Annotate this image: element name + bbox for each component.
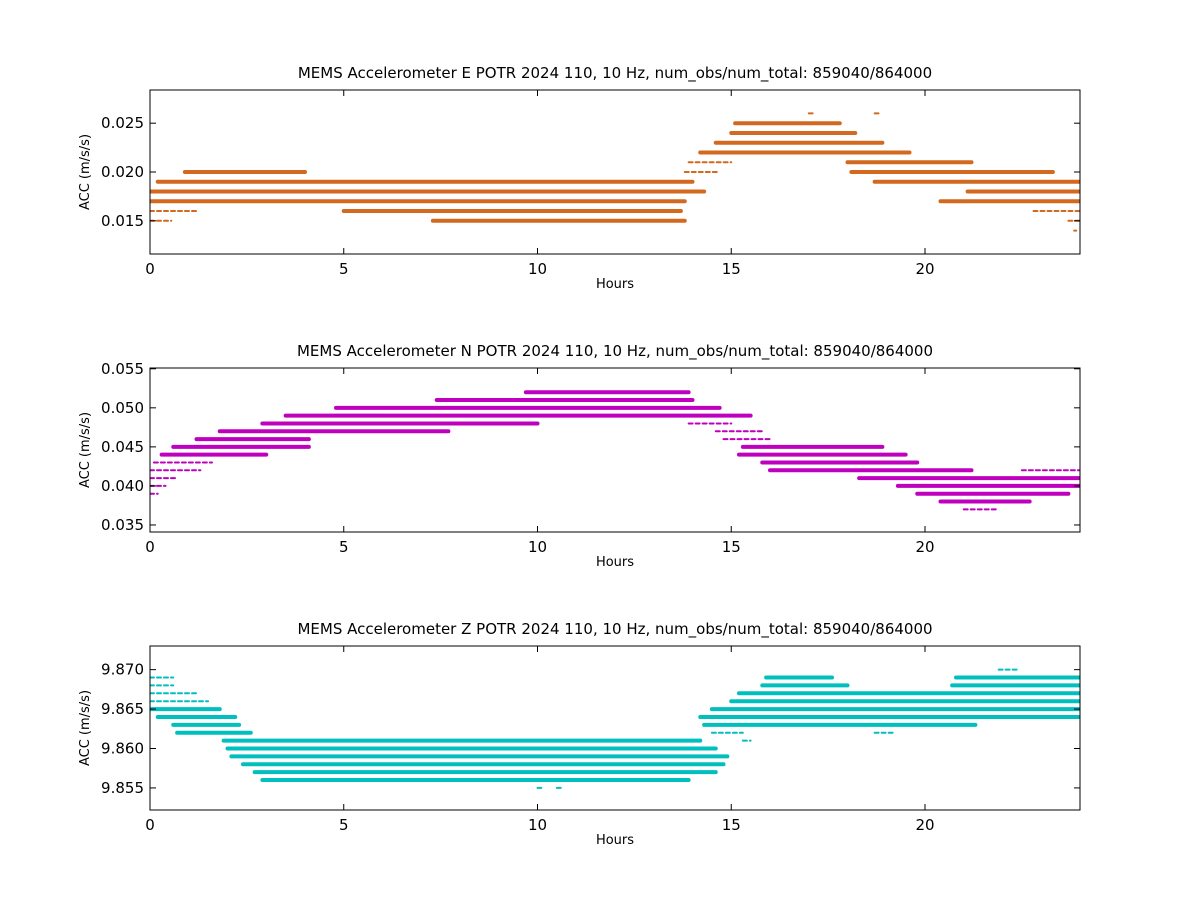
x-tick-label: 10 [528,816,547,834]
y-tick-label: 0.015 [101,212,144,230]
x-tick-label: 5 [339,816,349,834]
subplot-3: 0 5 10 15 20 9.855 9.860 9.865 9.870 MEMS Acceler… [78,620,1081,848]
x-axis-label: Hours [596,277,634,292]
y-axis-label: ACC (m/s/s) [78,412,93,488]
x-axis-label: Hours [596,555,634,570]
x-tick-label: 20 [915,538,934,556]
y-tick-label: 0.055 [101,360,144,378]
y-axis-label: ACC (m/s/s) [78,690,93,766]
x-tick-label: 15 [722,816,741,834]
x-tick-label: 5 [339,538,349,556]
chart-title: MEMS Accelerometer Z POTR 2024 110, 10 H… [297,620,932,639]
y-tick-label: 0.045 [101,438,144,456]
series-points [150,112,1080,232]
subplots: 0 5 10 15 20 0.015 0.020 0.025 MEMS Acceleromete… [78,64,1081,848]
subplot-1: 0 5 10 15 20 0.015 0.020 0.025 MEMS Acceleromete… [78,64,1081,292]
x-tick-label: 0 [145,538,155,556]
y-tick-label: 0.020 [101,163,144,181]
series-points [150,390,1080,511]
y-tick-label: 0.035 [101,516,144,534]
y-tick-label: 9.860 [101,740,144,758]
series-points [150,668,1080,789]
x-tick-label: 0 [145,260,155,278]
x-tick-label: 10 [528,260,547,278]
x-tick-label: 5 [339,260,349,278]
x-tick-label: 20 [915,816,934,834]
chart-title: MEMS Accelerometer E POTR 2024 110, 10 H… [298,64,932,83]
y-axis-label: ACC (m/s/s) [78,134,93,210]
x-axis-label: Hours [596,833,634,848]
axes-frame [149,645,1081,811]
x-tick-label: 10 [528,538,547,556]
chart-title: MEMS Accelerometer N POTR 2024 110, 10 H… [297,342,933,361]
x-tick-label: 0 [145,816,155,834]
subplot-2: 0 5 10 15 20 0.035 0.040 0.045 0.050 0.055 MEMS Ac… [78,342,1081,570]
y-tick-label: 9.870 [101,661,144,679]
x-tick-label: 20 [915,260,934,278]
x-tick-label: 15 [722,538,741,556]
axes-frame [149,367,1081,533]
y-tick-label: 9.865 [101,700,144,718]
y-tick-label: 0.040 [101,477,144,495]
y-tick-label: 0.025 [101,114,144,132]
y-tick-label: 0.050 [101,399,144,417]
y-tick-label: 9.855 [101,779,144,797]
x-tick-label: 15 [722,260,741,278]
